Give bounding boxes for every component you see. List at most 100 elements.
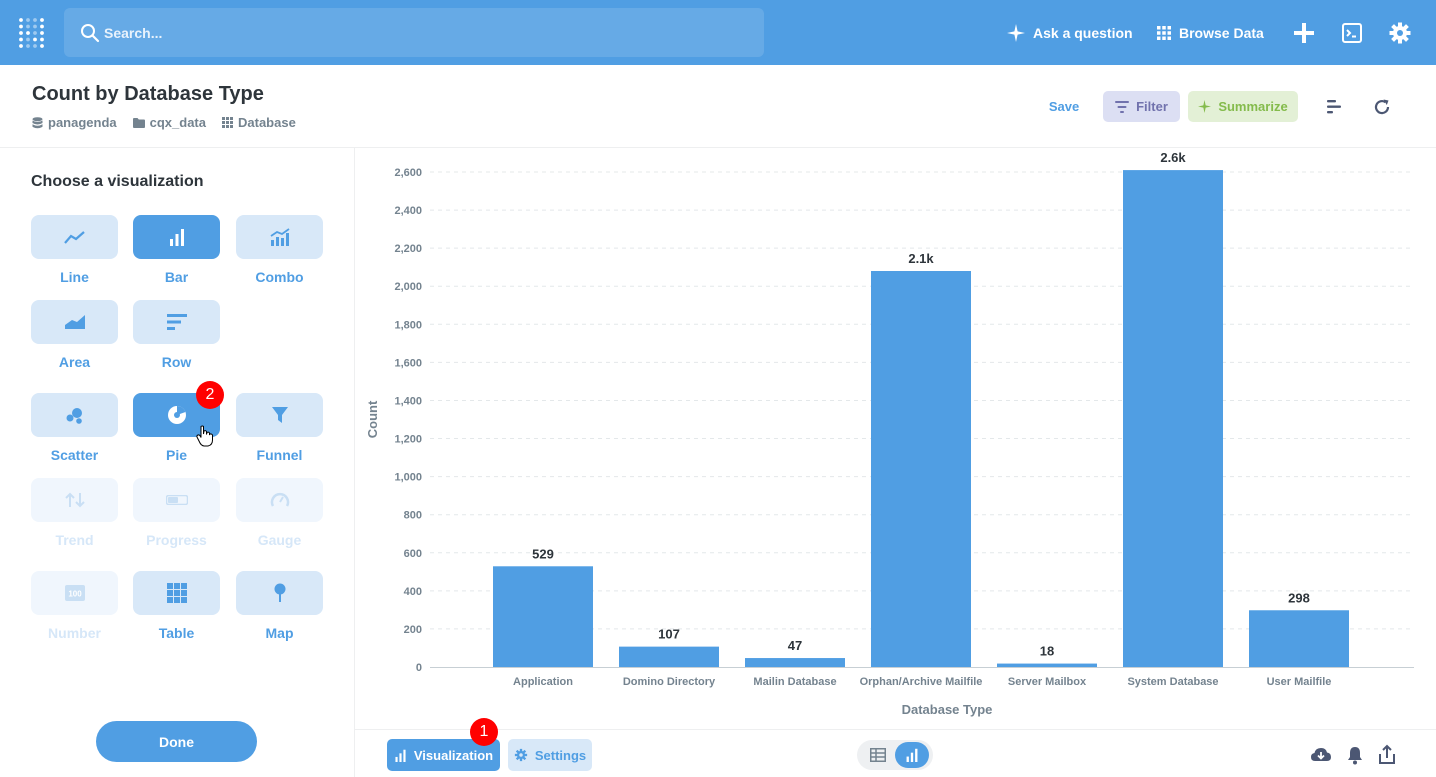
chart-view-toggle[interactable]	[895, 742, 929, 768]
x-axis-label: Database Type	[902, 702, 993, 717]
data-label: 529	[532, 546, 554, 561]
vis-option-label: Bar	[164, 269, 189, 285]
y-tick-label: 1,000	[394, 472, 422, 484]
y-tick-label: 1,600	[394, 357, 422, 369]
data-label: 18	[1040, 644, 1054, 659]
y-tick-label: 2,600	[394, 167, 422, 179]
search-bar[interactable]	[64, 8, 764, 57]
vis-option-area[interactable]: Area	[31, 300, 118, 370]
ask-question-button[interactable]: Ask a question	[1007, 20, 1133, 46]
bell-icon[interactable]	[1344, 744, 1366, 766]
vis-option-row[interactable]: Row	[133, 300, 220, 370]
y-tick-label: 600	[404, 548, 422, 560]
table-view-toggle[interactable]	[861, 742, 895, 768]
vis-option-label: Map	[265, 625, 294, 641]
vis-option-label: Gauge	[257, 532, 302, 548]
data-label: 107	[658, 627, 680, 642]
done-button[interactable]: Done	[96, 721, 257, 762]
hand-cursor-icon	[196, 425, 213, 447]
y-tick-label: 2,000	[394, 281, 422, 293]
filter-button[interactable]: Filter	[1103, 91, 1180, 122]
top-nav: Ask a question Browse Data	[0, 0, 1436, 65]
settings-label: Settings	[534, 747, 587, 763]
bar	[1123, 170, 1223, 667]
bar	[619, 646, 719, 667]
gauge-icon	[270, 492, 289, 507]
plus-icon[interactable]	[1292, 21, 1316, 45]
notebook-list-icon[interactable]	[1324, 97, 1344, 117]
progress-icon	[165, 495, 188, 505]
vis-option-number[interactable]: 100 Number	[31, 571, 118, 641]
bar	[871, 271, 971, 667]
settings-button[interactable]: Settings	[508, 739, 592, 771]
vis-option-line[interactable]: Line	[31, 215, 118, 285]
vis-option-label: Area	[58, 354, 91, 370]
area-chart-icon	[64, 315, 85, 329]
row-chart-icon	[166, 314, 187, 330]
bar-chart-svg: 0 200 400 600 800 1,000 1,200 1,400 1,600 1,800 2,…	[365, 150, 1414, 717]
y-axis-label: Count	[365, 400, 380, 438]
number-icon: 100	[64, 585, 85, 601]
vis-option-bar[interactable]: Bar	[133, 215, 220, 285]
vis-option-funnel[interactable]: Funnel	[236, 393, 323, 463]
y-tick-label: 200	[404, 624, 422, 636]
vis-option-label: Scatter	[50, 447, 99, 463]
summarize-button[interactable]: Summarize	[1188, 91, 1298, 122]
bar	[1249, 610, 1349, 667]
breadcrumb-table[interactable]: Database	[222, 115, 296, 130]
refresh-icon[interactable]	[1372, 97, 1392, 117]
save-button[interactable]: Save	[1040, 91, 1088, 122]
data-label: 47	[788, 638, 802, 653]
x-tick-label: Orphan/Archive Mailfile	[860, 676, 983, 688]
vis-option-label: Number	[48, 625, 101, 641]
funnel-icon	[271, 407, 288, 423]
visualization-label: Visualization	[413, 747, 494, 763]
vis-option-label: Row	[161, 354, 192, 370]
share-icon[interactable]	[1376, 744, 1398, 766]
filter-label: Filter	[1136, 99, 1168, 114]
data-label: 2.6k	[1160, 150, 1186, 165]
y-tick-label: 1,200	[394, 434, 422, 446]
combo-chart-icon	[270, 228, 290, 246]
visualization-button[interactable]: Visualization	[387, 739, 500, 771]
data-label: 2.1k	[908, 251, 934, 266]
browse-data-button[interactable]: Browse Data	[1157, 20, 1264, 46]
breadcrumb-database[interactable]: panagenda	[32, 115, 117, 130]
search-input[interactable]	[104, 20, 744, 45]
vis-option-label: Funnel	[256, 447, 303, 463]
vis-option-label: Combo	[255, 269, 304, 285]
vis-option-table[interactable]: Table	[133, 571, 220, 641]
terminal-icon[interactable]	[1340, 21, 1364, 45]
metabase-logo-icon[interactable]	[18, 17, 46, 49]
gear-icon	[514, 748, 527, 762]
x-tick-label: Mailin Database	[753, 676, 836, 688]
view-footer: Visualization Settings 1	[355, 718, 1436, 777]
browse-data-label: Browse Data	[1179, 25, 1264, 41]
download-icon[interactable]	[1310, 744, 1332, 766]
save-label: Save	[1048, 99, 1080, 114]
breadcrumb: panagenda cqx_data Database	[32, 115, 312, 130]
vis-option-scatter[interactable]: Scatter	[31, 393, 118, 463]
y-tick-label: 0	[416, 662, 422, 674]
table-icon	[870, 748, 886, 762]
sparkle-icon	[1198, 100, 1212, 113]
vis-option-gauge[interactable]: Gauge	[236, 478, 323, 548]
vis-option-trend[interactable]: Trend	[31, 478, 118, 548]
gear-icon[interactable]	[1388, 21, 1412, 45]
sidebar-title: Choose a visualization	[31, 173, 204, 190]
vis-option-progress[interactable]: Progress	[133, 478, 220, 548]
visualization-sidebar: Choose a visualization Line Bar Combo Ar…	[0, 148, 355, 777]
y-tick-label: 800	[404, 510, 422, 522]
grid-icon	[1157, 26, 1171, 40]
vis-option-combo[interactable]: Combo	[236, 215, 323, 285]
bar	[493, 566, 593, 667]
svg-text:100: 100	[68, 590, 82, 599]
step-badge: 2	[196, 381, 224, 409]
breadcrumb-schema[interactable]: cqx_data	[132, 115, 206, 130]
filter-icon	[1115, 100, 1130, 113]
vis-option-map[interactable]: Map	[236, 571, 323, 641]
line-chart-icon	[63, 231, 85, 244]
map-pin-icon	[274, 583, 285, 602]
table-icon	[166, 583, 187, 603]
vis-option-pie[interactable]: Pie	[133, 393, 220, 463]
